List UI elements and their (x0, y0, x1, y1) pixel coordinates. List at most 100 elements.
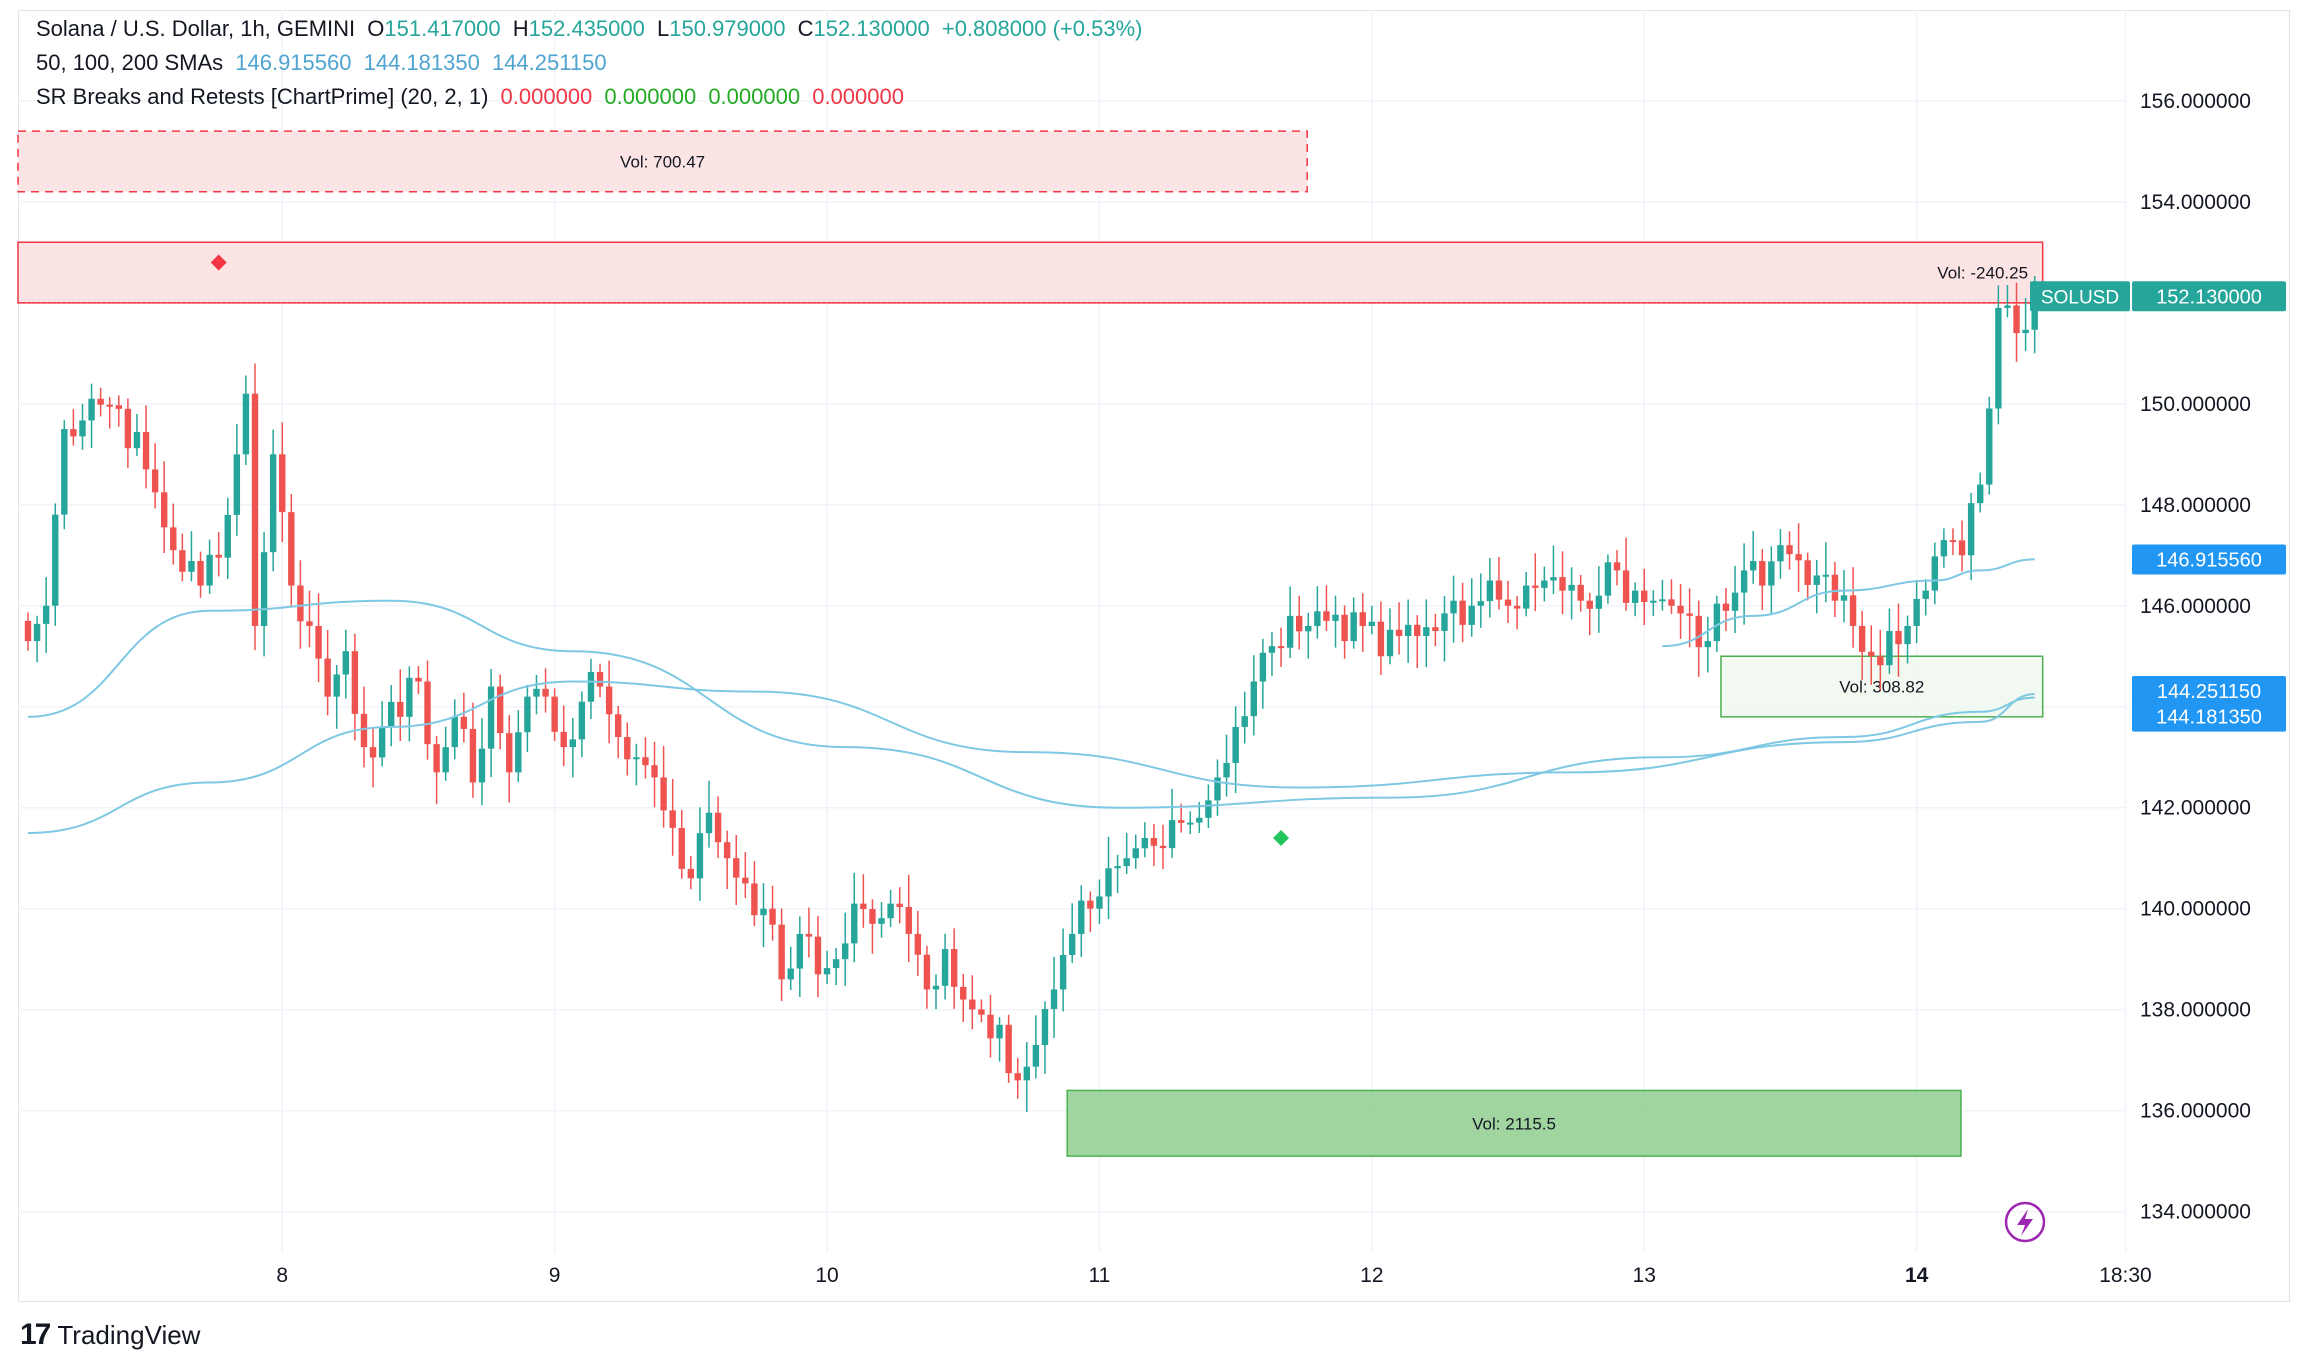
candle-body (1904, 625, 1911, 645)
candle-body (1759, 561, 1766, 586)
candle-body (242, 393, 250, 455)
candle (442, 726, 449, 781)
candle (1750, 530, 1757, 584)
candle-body (1931, 556, 1938, 591)
candle (1532, 553, 1539, 612)
candle (1087, 891, 1094, 933)
candle (1958, 520, 1966, 572)
candle (1477, 573, 1484, 628)
candle (1704, 616, 1711, 673)
candle-body (1205, 800, 1212, 818)
candle (1886, 608, 1893, 674)
candle-body (306, 621, 313, 626)
candle (1005, 1014, 1012, 1083)
candle-body (587, 672, 595, 702)
candle-body (950, 949, 958, 987)
candle (97, 387, 104, 417)
candle-body (1786, 545, 1793, 555)
chart-canvas[interactable]: Vol: 700.47 Vol: -240.25 Vol: 308.82 Vol: 2… (0, 0, 2308, 1302)
candle (1613, 550, 1621, 586)
candle (1786, 531, 1793, 570)
sma-line (1662, 558, 2035, 648)
candle-body (215, 554, 222, 558)
candle (1332, 595, 1339, 648)
candle (1096, 879, 1103, 924)
candle (1731, 565, 1739, 634)
candle (1949, 528, 1957, 555)
candle-body (1750, 561, 1757, 571)
candle-body (1187, 822, 1194, 825)
chart-frame[interactable] (18, 10, 2290, 1302)
candle (1631, 582, 1639, 617)
candle-body (151, 469, 159, 493)
candle (660, 745, 667, 828)
candle (333, 665, 340, 729)
price-tick-label: 142.000000 (2140, 797, 2251, 820)
price-tick-label: 156.000000 (2140, 90, 2251, 113)
candle (687, 855, 695, 890)
sma-line (27, 680, 2035, 834)
candle (1468, 578, 1475, 637)
sma-price-tag (2132, 544, 2286, 575)
candle-body (415, 677, 422, 682)
candle (742, 852, 749, 898)
candle (142, 405, 150, 489)
axis-price-labels: SOLUSD 152.130000 146.915560 144.251150 144.… (2030, 281, 2286, 732)
candle-body (542, 688, 549, 697)
candle-body (987, 1014, 994, 1039)
candle-body (1967, 503, 1975, 556)
candle (733, 834, 740, 906)
candle-body (1150, 838, 1158, 846)
support-zone (1720, 655, 2044, 718)
candle-body (233, 454, 241, 515)
candle-body (1677, 605, 1684, 614)
candle-body (1259, 652, 1267, 682)
candle-body (1577, 584, 1584, 601)
symbol-title: Solana / U.S. Dollar, 1h, GEMINI (36, 16, 356, 41)
lightning-icon[interactable] (2004, 1201, 2046, 1243)
candle-body (33, 623, 41, 642)
ohlc-close: C152.130000 (798, 16, 930, 41)
candle-body (1023, 1066, 1030, 1081)
support-retest-marker (1273, 830, 1290, 846)
candle (52, 503, 59, 626)
candle (1622, 537, 1630, 611)
price-tick-label: 140.000000 (2140, 898, 2251, 921)
candle (1513, 595, 1521, 630)
candle (760, 883, 767, 948)
candle (651, 741, 658, 808)
candle-body (1286, 615, 1294, 648)
candle-body (796, 933, 803, 969)
candle-body (24, 620, 32, 642)
candle-body (1414, 624, 1421, 637)
price-tick-label: 148.000000 (2140, 494, 2251, 517)
candle-body (1504, 599, 1512, 606)
tradingview-logo[interactable]: 17 TradingView (20, 1318, 200, 1352)
candle (1214, 759, 1221, 816)
candle-body (1450, 600, 1457, 614)
candle (1568, 567, 1575, 620)
candle-body (1014, 1073, 1021, 1081)
candle-body (1477, 601, 1484, 606)
candle (2004, 285, 2011, 318)
candle (1986, 396, 1993, 495)
ohlc-open: O151.417000 (367, 16, 500, 41)
candle-body (115, 405, 122, 409)
candle (669, 778, 676, 856)
candle (1223, 734, 1230, 797)
sma-price-tag-text: 146.915560 (2156, 550, 2262, 572)
candle (1441, 596, 1448, 662)
candle (1395, 602, 1403, 655)
candle-body (905, 907, 912, 934)
candle-body (1523, 585, 1530, 609)
candle (587, 658, 595, 720)
sr-value-1: 0.000000 (500, 84, 593, 109)
candle-body (751, 883, 758, 916)
legend-row-symbol: Solana / U.S. Dollar, 1h, GEMINI O151.41… (36, 16, 1148, 42)
time-tick-label: 12 (1360, 1264, 1383, 1287)
candle (1523, 571, 1530, 617)
candle (1050, 956, 1058, 1038)
candle (1486, 558, 1494, 618)
candle-body (378, 726, 386, 758)
candle (1423, 599, 1430, 668)
